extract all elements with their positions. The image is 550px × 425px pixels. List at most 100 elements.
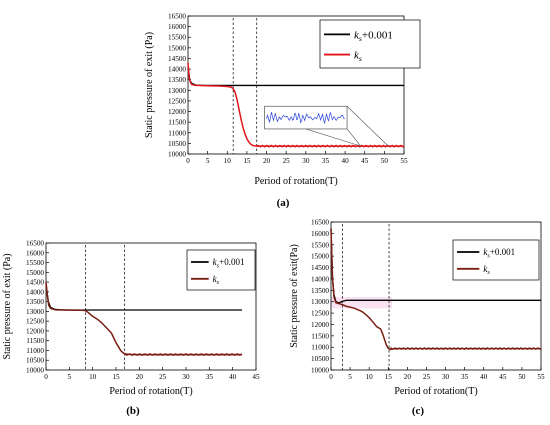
inset-connector bbox=[305, 128, 361, 147]
y-tick-label: 13000 bbox=[168, 87, 186, 95]
inset-connector bbox=[346, 128, 362, 147]
legend-subscript: s bbox=[359, 34, 362, 43]
legend-subscript: s bbox=[487, 252, 490, 259]
x-tick-label: 20 bbox=[404, 373, 412, 381]
y-tick-label: 11500 bbox=[26, 337, 44, 345]
plot-frame bbox=[330, 221, 542, 371]
y-tick-label: 11500 bbox=[168, 119, 186, 127]
y-tick-label: 15000 bbox=[26, 269, 44, 277]
legend-label: ks bbox=[213, 274, 220, 286]
legend-symbol: k bbox=[354, 29, 360, 41]
legend-label: ks bbox=[483, 264, 490, 276]
x-tick-label: 10 bbox=[89, 373, 97, 381]
y-axis-title: Static pressure of exit (Pa) bbox=[144, 32, 155, 138]
x-tick-label: 15 bbox=[385, 373, 393, 381]
x-tick-label: 25 bbox=[423, 373, 431, 381]
plot-frame bbox=[45, 242, 257, 371]
legend-box bbox=[319, 19, 421, 69]
y-tick-label: 15000 bbox=[311, 253, 329, 261]
x-axis-title: Period of rotation(T) bbox=[109, 386, 192, 397]
legend-suffix: +0.001 bbox=[490, 247, 515, 257]
y-tick-label: 13000 bbox=[311, 298, 329, 306]
legend-label: ks+0.001 bbox=[354, 29, 393, 43]
x-tick-label: 30 bbox=[442, 373, 450, 381]
x-tick-label: 5 bbox=[68, 373, 72, 381]
x-tick-label: 25 bbox=[283, 157, 291, 165]
x-tick-label: 15 bbox=[243, 157, 251, 165]
legend-suffix: +0.001 bbox=[219, 257, 244, 267]
legend-box bbox=[186, 249, 256, 291]
series-line-1 bbox=[187, 62, 404, 147]
x-tick-label: 20 bbox=[136, 373, 144, 381]
highlight-band bbox=[331, 297, 393, 309]
x-tick-label: 40 bbox=[341, 157, 349, 165]
y-tick-label: 10500 bbox=[168, 140, 186, 148]
y-tick-label: 15500 bbox=[168, 34, 186, 42]
y-tick-label: 16500 bbox=[168, 13, 186, 21]
x-tick-label: 10 bbox=[224, 157, 232, 165]
y-tick-label: 15500 bbox=[26, 259, 44, 267]
y-tick-label: 11500 bbox=[311, 332, 329, 340]
x-tick-label: 55 bbox=[400, 157, 408, 165]
x-tick-label: 0 bbox=[329, 373, 333, 381]
series-ripple-2 bbox=[124, 353, 243, 356]
y-tick-label: 14500 bbox=[311, 264, 329, 272]
y-tick-label: 13500 bbox=[26, 298, 44, 306]
y-tick-label: 12500 bbox=[168, 97, 186, 105]
y-tick-label: 11000 bbox=[311, 344, 329, 352]
y-tick-label: 13500 bbox=[168, 76, 186, 84]
y-axis-title: Static pressure of exit (Pa) bbox=[2, 253, 13, 359]
legend-subscript: s bbox=[217, 279, 220, 286]
legend-subscript: s bbox=[359, 54, 362, 63]
x-tick-label: 25 bbox=[159, 373, 167, 381]
legend-label: ks+0.001 bbox=[213, 257, 245, 269]
y-tick-label: 10500 bbox=[26, 357, 44, 365]
x-tick-label: 0 bbox=[44, 373, 48, 381]
x-tick-label: 40 bbox=[229, 373, 237, 381]
x-tick-label: 40 bbox=[480, 373, 488, 381]
legend-subscript: s bbox=[217, 262, 220, 269]
x-tick-label: 50 bbox=[381, 157, 389, 165]
y-tick-label: 11000 bbox=[168, 129, 186, 137]
y-axis-title: Static pressure of exit(Pa) bbox=[289, 244, 300, 348]
y-tick-label: 14500 bbox=[26, 279, 44, 287]
y-tick-label: 10000 bbox=[168, 151, 186, 159]
y-tick-label: 16000 bbox=[311, 230, 329, 238]
inset-signal bbox=[266, 111, 345, 124]
inset-connector bbox=[346, 106, 389, 147]
x-tick-label: 35 bbox=[461, 373, 469, 381]
legend-label: ks bbox=[354, 49, 362, 63]
y-tick-label: 15500 bbox=[311, 241, 329, 249]
y-tick-label: 12500 bbox=[311, 310, 329, 318]
y-tick-label: 12000 bbox=[311, 321, 329, 329]
series-line-0 bbox=[187, 66, 404, 87]
x-tick-label: 55 bbox=[537, 373, 545, 381]
x-tick-label: 45 bbox=[361, 157, 369, 165]
y-tick-label: 14500 bbox=[168, 55, 186, 63]
y-tick-label: 12500 bbox=[26, 318, 44, 326]
panel-1: 0 5 10 15 20 25 30 35 40 45 10000 10500 11000 11500 12… bbox=[2, 240, 260, 418]
y-tick-label: 16000 bbox=[168, 23, 186, 31]
y-tick-label: 11000 bbox=[26, 347, 44, 355]
y-tick-label: 14000 bbox=[26, 288, 44, 296]
y-tick-label: 16500 bbox=[311, 219, 329, 227]
y-tick-label: 15000 bbox=[168, 44, 186, 52]
series-line-1 bbox=[330, 228, 541, 351]
y-tick-label: 13000 bbox=[26, 308, 44, 316]
x-axis-title: Period of rotation(T) bbox=[394, 386, 477, 397]
x-tick-label: 35 bbox=[322, 157, 330, 165]
y-tick-label: 12000 bbox=[168, 108, 186, 116]
panel-label: (a) bbox=[277, 197, 290, 209]
legend-symbol: k bbox=[213, 257, 218, 267]
x-tick-label: 20 bbox=[263, 157, 271, 165]
x-tick-label: 5 bbox=[348, 373, 352, 381]
legend-label: ks+0.001 bbox=[483, 247, 515, 259]
legend-symbol: k bbox=[483, 247, 488, 257]
legend-symbol: k bbox=[213, 274, 218, 284]
x-tick-label: 10 bbox=[366, 373, 374, 381]
y-tick-label: 10500 bbox=[311, 355, 329, 363]
panel-label: (b) bbox=[126, 405, 140, 417]
y-tick-label: 10000 bbox=[26, 367, 44, 375]
